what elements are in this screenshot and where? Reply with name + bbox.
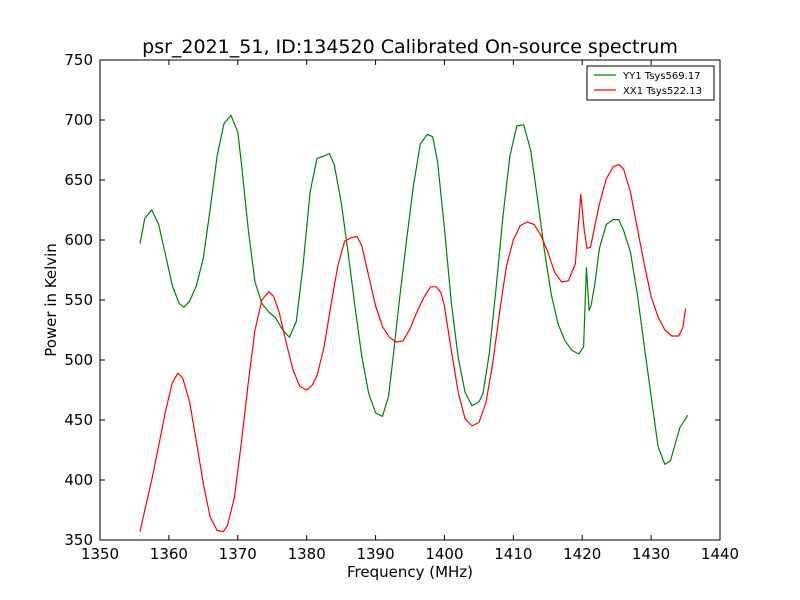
x-tick-label: 1400 [425, 545, 463, 563]
y-tick-label: 550 [64, 291, 93, 309]
x-axis-label: Frequency (MHz) [347, 563, 473, 581]
y-tick-label: 600 [64, 231, 93, 249]
legend-label-1: XX1 Tsys522.13 [623, 86, 702, 97]
x-tick-label: 1350 [81, 545, 119, 563]
y-tick-label: 700 [64, 111, 93, 129]
x-tick-label: 1440 [701, 545, 739, 563]
y-tick-label: 400 [64, 471, 93, 489]
plot-area: 1350 1360 1370 1380 1390 1400 1410 1420 1430 1440… [64, 51, 739, 563]
x-tick-label: 1390 [356, 545, 394, 563]
y-tick-label: 750 [64, 51, 93, 69]
x-tick-label: 1360 [150, 545, 188, 563]
legend: YY1 Tsys569.17 XX1 Tsys522.13 [586, 65, 715, 101]
legend-label-0: YY1 Tsys569.17 [622, 71, 701, 82]
legend-box [586, 65, 715, 101]
y-tick-label: 500 [64, 351, 93, 369]
y-tick-label: 350 [64, 531, 93, 549]
y-axis-label: Power in Kelvin [42, 243, 60, 357]
series-line-1 [139, 163, 687, 533]
series-line-0 [139, 114, 689, 465]
chart-title: psr_2021_51, ID:134520 Calibrated On-sou… [142, 36, 678, 58]
y-tick-label: 650 [64, 171, 93, 189]
x-tick-label: 1420 [563, 545, 601, 563]
y-tick-label: 450 [64, 411, 93, 429]
x-tick-label: 1370 [219, 545, 257, 563]
x-tick-label: 1410 [494, 545, 532, 563]
x-tick-label: 1430 [632, 545, 670, 563]
x-tick-label: 1380 [288, 545, 326, 563]
